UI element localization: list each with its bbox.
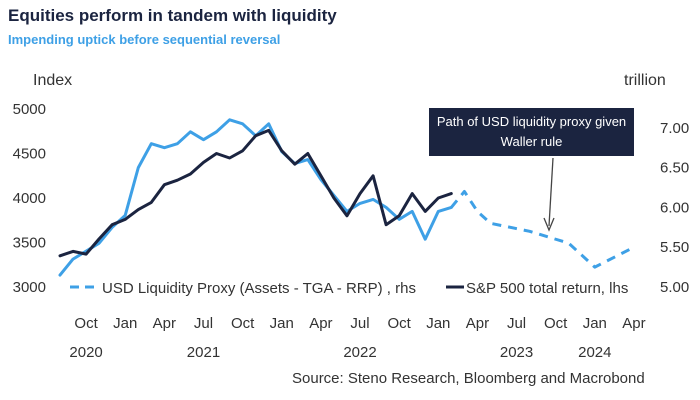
x-month-tick-label: Jul bbox=[350, 315, 369, 332]
left-y-tick-label: 3500 bbox=[13, 235, 46, 252]
right-y-tick-label: 6.50 bbox=[660, 160, 689, 177]
x-month-tick-label: Jan bbox=[426, 315, 450, 332]
annotation-box: Path of USD liquidity proxy given Waller… bbox=[429, 108, 634, 156]
liquidity-proxy-line bbox=[58, 118, 453, 277]
annotation-arrow bbox=[548, 157, 554, 227]
chart-subtitle: Impending uptick before sequential rever… bbox=[8, 32, 281, 47]
x-month-tick-label: Jan bbox=[583, 315, 607, 332]
series-layer bbox=[58, 118, 635, 277]
right-y-tick-label: 5.50 bbox=[660, 239, 689, 256]
x-year-tick-label: 2023 bbox=[500, 344, 533, 361]
annotation-arrowhead bbox=[543, 217, 555, 232]
x-month-tick-label: Oct bbox=[387, 315, 411, 332]
x-month-tick-label: Oct bbox=[74, 315, 98, 332]
x-month-tick-label: Oct bbox=[231, 315, 255, 332]
legend: USD Liquidity Proxy (Assets - TGA - RRP)… bbox=[70, 280, 628, 297]
source-note: Source: Steno Research, Bloomberg and Ma… bbox=[292, 370, 645, 387]
x-month-tick-label: Jan bbox=[113, 315, 137, 332]
legend-label-liquidity: USD Liquidity Proxy (Assets - TGA - RRP)… bbox=[102, 280, 416, 297]
left-y-tick-label: 3000 bbox=[13, 279, 46, 296]
x-year-tick-label: 2021 bbox=[187, 344, 220, 361]
x-month-tick-label: Oct bbox=[544, 315, 568, 332]
x-tick-labels: Oct Jan Apr Jul Oct Jan Apr Jul Oct Jan Apr Jul Oct J… bbox=[69, 315, 645, 361]
right-y-tick-label: 6.00 bbox=[660, 199, 689, 216]
sp500-line bbox=[58, 128, 453, 258]
waller-path-line bbox=[450, 190, 635, 269]
x-month-tick-label: Jul bbox=[194, 315, 213, 332]
x-month-tick-label: Apr bbox=[622, 315, 645, 332]
x-month-tick-label: Apr bbox=[466, 315, 489, 332]
x-month-tick-label: Apr bbox=[153, 315, 176, 332]
left-y-tick-label: 4000 bbox=[13, 190, 46, 207]
left-y-tick-label: 4500 bbox=[13, 146, 46, 163]
right-y-tick-label: 5.00 bbox=[660, 279, 689, 296]
x-month-tick-label: Apr bbox=[309, 315, 332, 332]
right-axis-title: trillion bbox=[624, 72, 666, 89]
right-y-tick-label: 7.00 bbox=[660, 120, 689, 137]
x-year-tick-label: 2024 bbox=[578, 344, 611, 361]
chart-title: Equities perform in tandem with liquidit… bbox=[8, 6, 337, 25]
left-y-tick-labels: 3000 3500 4000 4500 5000 bbox=[13, 101, 46, 296]
x-month-tick-label: Jan bbox=[270, 315, 294, 332]
legend-label-sp500: S&P 500 total return, lhs bbox=[466, 280, 628, 297]
x-year-tick-label: 2022 bbox=[343, 344, 376, 361]
x-year-tick-label: 2020 bbox=[69, 344, 102, 361]
left-axis-title: Index bbox=[33, 72, 73, 89]
left-y-tick-label: 5000 bbox=[13, 101, 46, 118]
annotation-arrow-layer bbox=[543, 157, 555, 232]
x-month-tick-label: Jul bbox=[507, 315, 526, 332]
right-y-tick-labels: 5.00 5.50 6.00 6.50 7.00 bbox=[660, 120, 689, 296]
